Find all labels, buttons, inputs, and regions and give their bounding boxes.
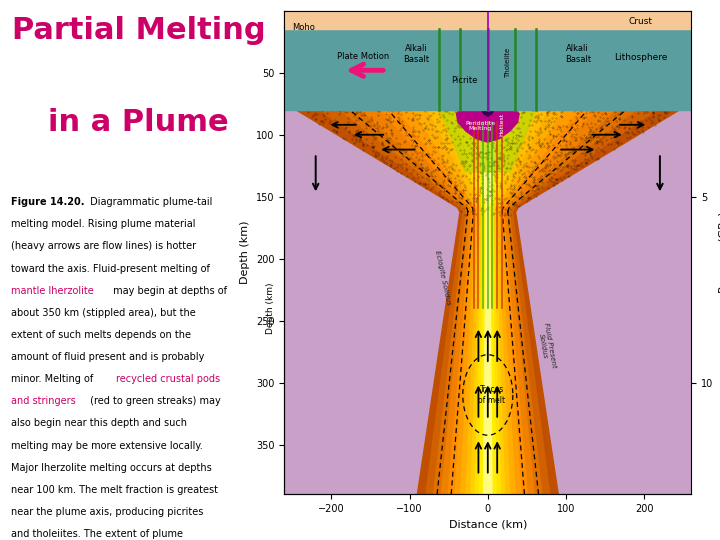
Text: Depth (km): Depth (km) — [266, 282, 275, 334]
Text: mantle lherzolite: mantle lherzolite — [11, 286, 94, 296]
Text: Partial Melting: Partial Melting — [12, 16, 266, 45]
Text: (heavy arrows are flow lines) is hotter: (heavy arrows are flow lines) is hotter — [11, 241, 197, 252]
Polygon shape — [482, 110, 494, 116]
Polygon shape — [441, 110, 535, 172]
Polygon shape — [413, 110, 562, 494]
Polygon shape — [454, 110, 522, 494]
Polygon shape — [477, 110, 499, 494]
Polygon shape — [397, 110, 578, 494]
Text: Figure 14.20.: Figure 14.20. — [11, 197, 84, 207]
Polygon shape — [442, 110, 534, 494]
Text: in a Plume: in a Plume — [48, 108, 229, 137]
Bar — [284, 29, 691, 110]
Text: Moho: Moho — [292, 23, 315, 32]
Text: and stringers: and stringers — [11, 396, 76, 407]
Polygon shape — [428, 110, 547, 494]
Text: Lithosphere: Lithosphere — [613, 53, 667, 63]
Y-axis label: Depth (km): Depth (km) — [240, 221, 251, 284]
Polygon shape — [456, 110, 519, 142]
Text: toward the axis. Fluid-present melting of: toward the axis. Fluid-present melting o… — [11, 264, 210, 274]
Y-axis label: Pressure (GPa): Pressure (GPa) — [719, 212, 720, 293]
Text: Eclogite Solidus: Eclogite Solidus — [434, 249, 452, 305]
Text: Crust: Crust — [629, 17, 652, 26]
Text: melting model. Rising plume material: melting model. Rising plume material — [11, 219, 196, 230]
Text: Major lherzolite melting occurs at depths: Major lherzolite melting occurs at depth… — [11, 463, 212, 473]
Polygon shape — [465, 110, 510, 494]
Text: melting may be more extensive locally.: melting may be more extensive locally. — [11, 441, 203, 451]
Polygon shape — [341, 110, 635, 494]
Text: also begin near this depth and such: also begin near this depth and such — [11, 418, 187, 429]
Text: Alkali
Basalt: Alkali Basalt — [402, 44, 429, 64]
Text: Hottest: Hottest — [500, 113, 505, 137]
Text: amount of fluid present and is probably: amount of fluid present and is probably — [11, 352, 204, 362]
Text: minor. Melting of: minor. Melting of — [11, 374, 96, 384]
Text: extent of such melts depends on the: extent of such melts depends on the — [11, 330, 191, 340]
Text: recycled crustal pods: recycled crustal pods — [116, 374, 220, 384]
Polygon shape — [380, 110, 595, 494]
Text: Diagrammatic plume-tail: Diagrammatic plume-tail — [87, 197, 212, 207]
Text: near the plume axis, producing picrites: near the plume axis, producing picrites — [11, 507, 204, 517]
Text: Plate Motion: Plate Motion — [336, 52, 389, 61]
Text: Fluid Present
Solidus: Fluid Present Solidus — [536, 322, 557, 369]
Text: (red to green streaks) may: (red to green streaks) may — [87, 396, 220, 407]
Text: Tholeiite: Tholeiite — [505, 48, 511, 78]
Text: Picrite: Picrite — [451, 76, 477, 85]
Text: may begin at depths of: may begin at depths of — [110, 286, 228, 296]
Text: Alkali
Basalt: Alkali Basalt — [564, 44, 591, 64]
Text: Traces
of melt: Traces of melt — [478, 385, 505, 404]
Text: near 100 km. The melt fraction is greatest: near 100 km. The melt fraction is greate… — [11, 485, 218, 495]
X-axis label: Distance (km): Distance (km) — [449, 519, 527, 529]
Bar — [284, 11, 691, 29]
Polygon shape — [361, 110, 614, 494]
Text: Peridotite
Melting: Peridotite Melting — [465, 120, 495, 131]
Polygon shape — [296, 110, 680, 494]
Text: about 350 km (stippled area), but the: about 350 km (stippled area), but the — [11, 308, 196, 318]
Polygon shape — [319, 110, 657, 494]
Text: and tholeiites. The extent of plume: and tholeiites. The extent of plume — [11, 529, 183, 539]
